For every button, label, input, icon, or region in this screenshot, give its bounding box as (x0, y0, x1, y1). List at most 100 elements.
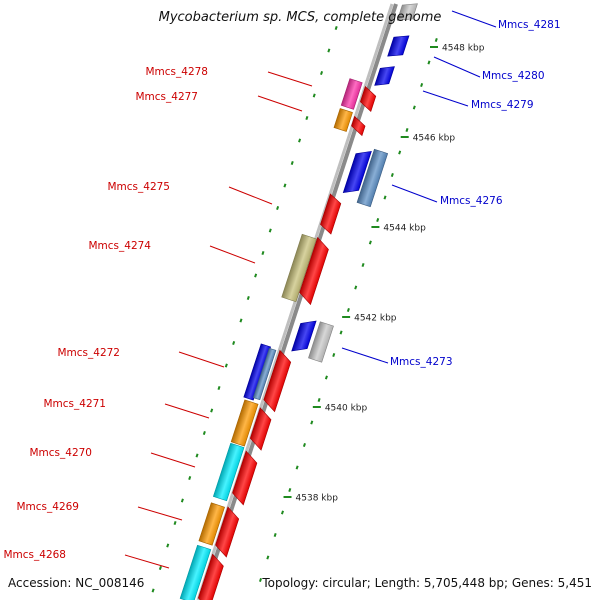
minor-tick (383, 195, 387, 200)
minor-tick (368, 240, 372, 245)
gene-block-mmcs-4272 (243, 343, 272, 401)
gene-block-mmcs-4271-arrow (249, 407, 272, 451)
gene-block-mmcs-4273-b (308, 321, 334, 363)
gene-label: Mmcs_4276 (440, 195, 503, 207)
gene-block-mmcs-4276-b (356, 148, 389, 208)
gene-leader-line (391, 184, 438, 203)
labels-layer: 4538 kbp 4540 kbp 4542 kbp 4544 kbp 4546 kbp… (3, 19, 560, 561)
gene-label: Mmcs_4268 (3, 549, 66, 561)
minor-tick (354, 285, 358, 290)
minor-tick (288, 487, 292, 493)
minor-tick (320, 70, 324, 76)
minor-tick (405, 127, 409, 133)
gene-block-mmcs-4281-top (396, 3, 418, 21)
scale-tick-label: 4548 kbp (442, 44, 485, 54)
minor-tick (302, 442, 306, 448)
minor-tick (239, 318, 243, 323)
minor-tick (151, 588, 155, 593)
gene-block-mmcs-4277-arrow (351, 115, 366, 137)
minor-tick (324, 375, 328, 380)
gene-label: Mmcs_4269 (16, 501, 79, 513)
gene-block-mmcs-4268-arrow (197, 553, 224, 600)
gene-leader-line (451, 10, 497, 28)
gene-block-mmcs-4270 (212, 442, 245, 502)
gene-leader-line (137, 506, 183, 521)
gene-block-mmcs-4271 (230, 399, 259, 447)
minor-tick (305, 115, 309, 121)
minor-tick (266, 555, 270, 560)
gene-leader-line (341, 347, 389, 364)
gene-block-mmcs-4277 (333, 108, 353, 132)
gene-leader-line (164, 403, 210, 419)
minor-tick (283, 183, 287, 188)
minor-tick (173, 520, 177, 526)
gene-block-mmcs-4269-arrow (215, 506, 240, 558)
backbone-shadow (196, 3, 394, 600)
gene-block-mmcs-4281 (387, 35, 410, 57)
minor-tick (298, 138, 302, 143)
gene-label: Mmcs_4281 (498, 19, 561, 31)
minor-tick (346, 307, 350, 313)
gene-leader-line (150, 452, 196, 468)
gene-block-mmcs-4278-arrow (360, 85, 377, 113)
genes-layer (179, 3, 418, 600)
gene-leader-line (228, 186, 273, 205)
minor-tick (268, 228, 272, 233)
minor-tick (427, 60, 431, 65)
leaders-layer (124, 10, 497, 569)
minor-tick (158, 565, 162, 571)
minor-tick (254, 273, 258, 278)
gene-label: Mmcs_4277 (135, 91, 198, 103)
minor-tick (246, 295, 250, 301)
minor-tick (210, 408, 214, 413)
minor-tick (434, 37, 438, 43)
gene-block-mmcs-4275 (320, 193, 342, 235)
minor-tick (295, 465, 299, 470)
scale-tick-label: 4540 kbp (325, 404, 368, 414)
ticks-layer (151, 25, 439, 593)
minor-tick (317, 397, 321, 403)
minor-tick (420, 82, 424, 88)
minor-tick (361, 262, 365, 268)
scale-tick-label: 4538 kbp (296, 494, 339, 504)
gene-label: Mmcs_4273 (390, 356, 453, 368)
gene-label: Mmcs_4274 (88, 240, 151, 252)
gene-leader-line (124, 554, 170, 569)
gene-leader-line (433, 56, 481, 78)
gene-block-mmcs-4274 (281, 233, 317, 303)
minor-tick (202, 430, 206, 436)
scale-tick-label: 4546 kbp (413, 134, 456, 144)
minor-tick (217, 385, 221, 391)
minor-tick (166, 543, 170, 548)
minor-tick (276, 205, 280, 211)
minor-tick (280, 510, 284, 515)
minor-tick (224, 363, 228, 368)
gene-leader-line (422, 90, 469, 107)
gene-label: Mmcs_4280 (482, 70, 545, 82)
gene-leader-line (267, 71, 313, 87)
gene-label: Mmcs_4278 (145, 66, 208, 78)
gene-block-mmcs-4272-arrow (263, 349, 292, 413)
gene-leader-line (209, 245, 256, 264)
minor-tick (390, 172, 394, 178)
gene-label: Mmcs_4275 (107, 181, 170, 193)
minor-tick (334, 25, 338, 31)
minor-tick (259, 577, 263, 583)
gene-block-mmcs-4276-a (342, 150, 372, 194)
minor-tick (290, 160, 294, 166)
minor-tick (398, 150, 402, 155)
gene-block-mmcs-4280 (374, 66, 395, 86)
minor-tick (261, 250, 265, 256)
minor-tick (195, 453, 199, 458)
gene-leader-line (257, 95, 303, 112)
gene-block-mmcs-4274-arrow (299, 236, 329, 306)
minor-tick (310, 420, 314, 425)
map-title: Mycobacterium sp. MCS, complete genome (158, 10, 442, 25)
minor-tick (332, 352, 336, 358)
minor-tick (180, 498, 184, 503)
accession-label: Accession: NC_008146 (8, 576, 145, 590)
gene-label: Mmcs_4271 (43, 398, 106, 410)
minor-tick (412, 105, 416, 110)
minor-tick (188, 475, 192, 481)
